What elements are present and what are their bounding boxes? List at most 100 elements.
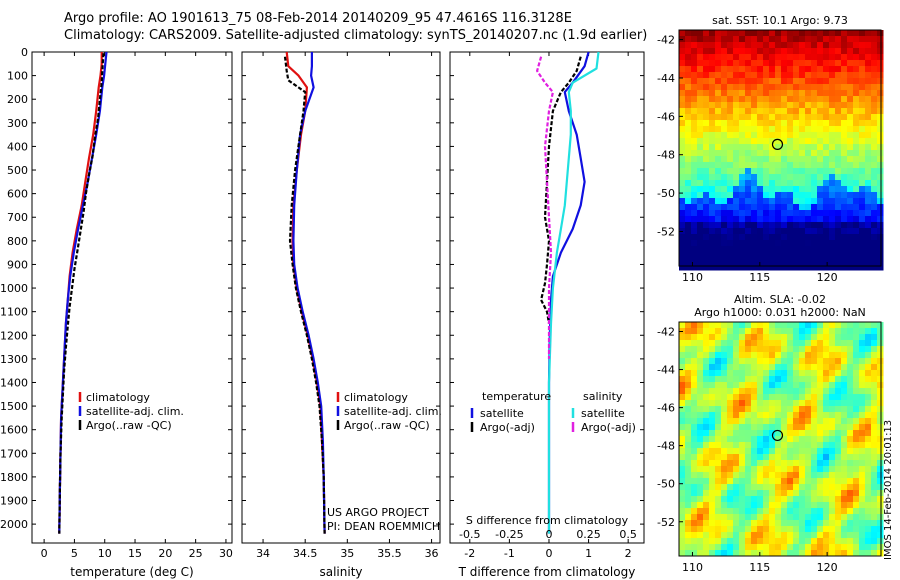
heatmap-cell — [751, 538, 758, 545]
heatmap-cell — [757, 322, 764, 329]
heatmap-cell — [769, 460, 776, 467]
heatmap-cell — [745, 508, 752, 515]
heatmap-cell — [721, 96, 728, 103]
heatmap-cell — [703, 60, 710, 67]
heatmap-cell — [697, 66, 704, 73]
heatmap-cell — [703, 204, 710, 211]
heatmap-cell — [835, 496, 842, 503]
heatmap-cell — [811, 478, 818, 485]
heatmap-cell — [805, 454, 812, 461]
heatmap-cell — [697, 334, 704, 341]
heatmap-cell — [721, 102, 728, 109]
heatmap-cell — [859, 144, 866, 151]
heatmap-cell — [853, 198, 860, 205]
heatmap-cell — [751, 526, 758, 533]
heatmap-cell — [775, 180, 782, 187]
heatmap-cell — [859, 78, 866, 85]
heatmap-cell — [739, 96, 746, 103]
heatmap-cell — [811, 460, 818, 467]
heatmap-cell — [781, 466, 788, 473]
heatmap-cell — [685, 358, 692, 365]
heatmap-cell — [715, 96, 722, 103]
y-tick-label: 1800 — [0, 471, 28, 484]
heatmap-cell — [697, 484, 704, 491]
heatmap-cell — [853, 352, 860, 359]
heatmap-cell — [859, 418, 866, 425]
heatmap-cell — [739, 334, 746, 341]
heatmap-cell — [751, 210, 758, 217]
heatmap-cell — [763, 472, 770, 479]
heatmap-cell — [787, 406, 794, 413]
heatmap-cell — [679, 144, 686, 151]
heatmap-cell — [859, 376, 866, 383]
heatmap-cell — [703, 514, 710, 521]
heatmap-cell — [847, 364, 854, 371]
heatmap-cell — [733, 120, 740, 127]
heatmap-cell — [763, 322, 770, 329]
heatmap-cell — [811, 156, 818, 163]
heatmap-cell — [853, 424, 860, 431]
heatmap-cell — [865, 424, 872, 431]
heatmap-cell — [733, 264, 740, 271]
heatmap-cell — [853, 162, 860, 169]
heatmap-cell — [787, 168, 794, 175]
heatmap-cell — [685, 376, 692, 383]
heatmap-cell — [835, 42, 842, 49]
heatmap-cell — [739, 198, 746, 205]
heatmap-cell — [685, 382, 692, 389]
heatmap-cell — [679, 258, 686, 265]
heatmap-cell — [727, 246, 734, 253]
heatmap-cell — [685, 364, 692, 371]
heatmap-cell — [751, 72, 758, 79]
heatmap-cell — [769, 204, 776, 211]
heatmap-cell — [829, 132, 836, 139]
heatmap-cell — [817, 258, 824, 265]
heatmap-cell — [841, 150, 848, 157]
heatmap-cell — [877, 328, 884, 335]
heatmap-cell — [877, 186, 884, 193]
heatmap-cell — [739, 222, 746, 229]
heatmap-cell — [859, 322, 866, 329]
heatmap-cell — [847, 42, 854, 49]
heatmap-cell — [697, 322, 704, 329]
heatmap-cell — [817, 514, 824, 521]
heatmap-cell — [823, 370, 830, 377]
heatmap-cell — [841, 490, 848, 497]
heatmap-cell — [841, 210, 848, 217]
heatmap-cell — [709, 264, 716, 271]
heatmap-cell — [859, 526, 866, 533]
heatmap-cell — [811, 550, 818, 557]
heatmap-cell — [739, 228, 746, 235]
heatmap-cell — [697, 328, 704, 335]
heatmap-cell — [811, 150, 818, 157]
heatmap-cell — [775, 454, 782, 461]
heatmap-cell — [853, 204, 860, 211]
x-tick-label: 20 — [158, 547, 172, 560]
heatmap-cell — [685, 114, 692, 121]
heatmap-cell — [721, 234, 728, 241]
heatmap-cell — [703, 508, 710, 515]
heatmap-cell — [871, 334, 878, 341]
heatmap-cell — [745, 168, 752, 175]
heatmap-cell — [835, 210, 842, 217]
heatmap-cell — [865, 126, 872, 133]
heatmap-cell — [865, 334, 872, 341]
heatmap-cell — [709, 526, 716, 533]
heatmap-cell — [745, 54, 752, 61]
heatmap-cell — [751, 156, 758, 163]
heatmap-cell — [793, 508, 800, 515]
y-tick-label: -46 — [657, 110, 675, 123]
heatmap-cell — [847, 538, 854, 545]
heatmap-cell — [793, 550, 800, 557]
heatmap-cell — [721, 526, 728, 533]
heatmap-cell — [739, 150, 746, 157]
heatmap-cell — [787, 42, 794, 49]
heatmap-cell — [865, 180, 872, 187]
heatmap-cell — [769, 394, 776, 401]
heatmap-cell — [691, 484, 698, 491]
heatmap-cell — [769, 544, 776, 551]
heatmap-cell — [715, 424, 722, 431]
heatmap-cell — [829, 246, 836, 253]
heatmap-cell — [805, 508, 812, 515]
heatmap-cell — [697, 406, 704, 413]
